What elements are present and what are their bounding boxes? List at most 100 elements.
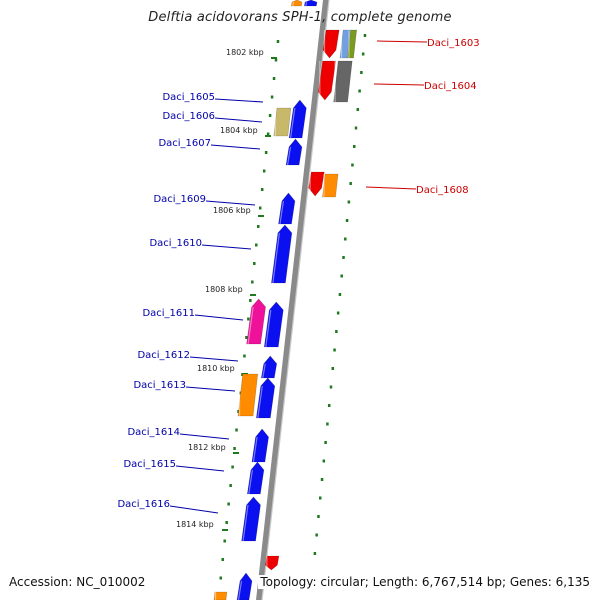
gene-highlight [242, 504, 249, 542]
ring-dot [233, 447, 236, 450]
scale-tick-mark [233, 452, 239, 454]
gene-highlight [292, 1, 295, 7]
ring-dot [345, 219, 349, 222]
gene-highlight [257, 385, 263, 419]
gene-arrow [278, 192, 296, 225]
leader-line [194, 314, 244, 321]
scale-tick-label: 1802 kbp [226, 48, 264, 57]
gene-arrow [290, 0, 303, 7]
gene-label-left: Daci_1607 [158, 138, 211, 149]
gene-highlight [272, 232, 280, 284]
scale-tick-mark [258, 215, 264, 217]
scale-tick-mark [250, 294, 256, 296]
leader-line [169, 505, 219, 514]
ring-dot [340, 274, 343, 278]
gene-highlight [252, 436, 258, 463]
scale-tick-label: 1806 kbp [213, 206, 251, 215]
ring-dot [326, 422, 329, 426]
gene-highlight [247, 306, 254, 345]
genome-backbone [256, 0, 330, 600]
scale-tick-label: 1812 kbp [188, 443, 226, 452]
gene-highlight [286, 146, 292, 166]
leader-line [376, 40, 428, 43]
gene-arrow [271, 224, 293, 284]
gene-highlight [289, 107, 296, 139]
leader-line [201, 244, 252, 250]
ring-dot [331, 367, 335, 370]
gene-arrow [246, 461, 265, 495]
ring-dot [260, 188, 264, 191]
ring-dot [223, 539, 226, 543]
ring-dot [329, 385, 333, 389]
ring-dot [361, 52, 365, 56]
gene-arrow [303, 0, 318, 7]
gene-arrow [265, 555, 280, 571]
ring-dot [262, 169, 266, 173]
gene-label-right: Daci_1603 [427, 38, 480, 49]
backbone-band [256, 0, 329, 600]
ring-dot [344, 237, 347, 241]
gene-arrow [255, 377, 276, 419]
ring-dot [249, 299, 252, 302]
ring-dot [266, 132, 270, 136]
ring-dot [338, 293, 342, 296]
ring-dot [245, 336, 248, 339]
gene-highlight [279, 200, 285, 225]
gene-label-right: Daci_1608 [416, 185, 469, 196]
ring-dot [237, 410, 240, 413]
scale-tick-label: 1810 kbp [197, 364, 235, 373]
ring-dot [324, 441, 327, 444]
ring-dot [235, 428, 238, 432]
gene-highlight [237, 580, 243, 600]
gene-label-left: Daci_1615 [123, 459, 176, 470]
ring-dot [360, 71, 363, 74]
ring-dot [274, 58, 278, 62]
gene-arrow [237, 373, 259, 417]
scale-tick-label: 1804 kbp [220, 126, 258, 135]
gene-label-left: Daci_1609 [153, 194, 206, 205]
scale-tick-label: 1814 kbp [176, 520, 214, 529]
ring-dot [354, 126, 358, 130]
ring-dot [253, 262, 256, 265]
gene-arrow [246, 298, 266, 345]
gene-label-left: Daci_1611 [142, 308, 195, 319]
gene-arrow [285, 138, 303, 166]
ring-dot [231, 465, 234, 469]
gene-highlight [248, 469, 254, 495]
gene-label-left: Daci_1614 [127, 427, 180, 438]
ring-dot [351, 163, 354, 167]
ring-dot [317, 515, 320, 518]
gene-arrow [318, 60, 337, 101]
gene-label-left: Daci_1606 [162, 111, 215, 122]
gene-arrow [339, 29, 351, 59]
leader-line [189, 356, 239, 362]
ring-dot [221, 558, 224, 561]
gene-highlight [265, 309, 272, 348]
ring-dot [352, 145, 356, 148]
ring-dot [333, 348, 336, 352]
gene-label-left: Daci_1610 [149, 238, 202, 249]
ring-dot [227, 502, 230, 506]
ring-dot [268, 114, 272, 117]
gene-arrow [333, 60, 353, 103]
outer-feature-ring [313, 34, 367, 555]
ring-dot [336, 311, 340, 315]
ring-dot [276, 40, 280, 43]
gene-arrow [263, 301, 284, 348]
ring-dot [251, 280, 254, 284]
ring-dot [255, 243, 258, 247]
gene-arrow [347, 29, 357, 59]
gene-arrow [322, 173, 339, 198]
ring-dot [363, 34, 367, 37]
leader-line [205, 200, 256, 206]
leader-line [185, 386, 236, 392]
gene-label-left: Daci_1612 [137, 350, 190, 361]
scale-tick-mark [271, 57, 277, 59]
leader-line [214, 98, 264, 103]
leader-line [214, 117, 263, 123]
ring-dot [257, 225, 260, 228]
gene-arrow [213, 591, 228, 600]
leader-line [179, 433, 230, 440]
backbone-highlight [261, 0, 330, 600]
